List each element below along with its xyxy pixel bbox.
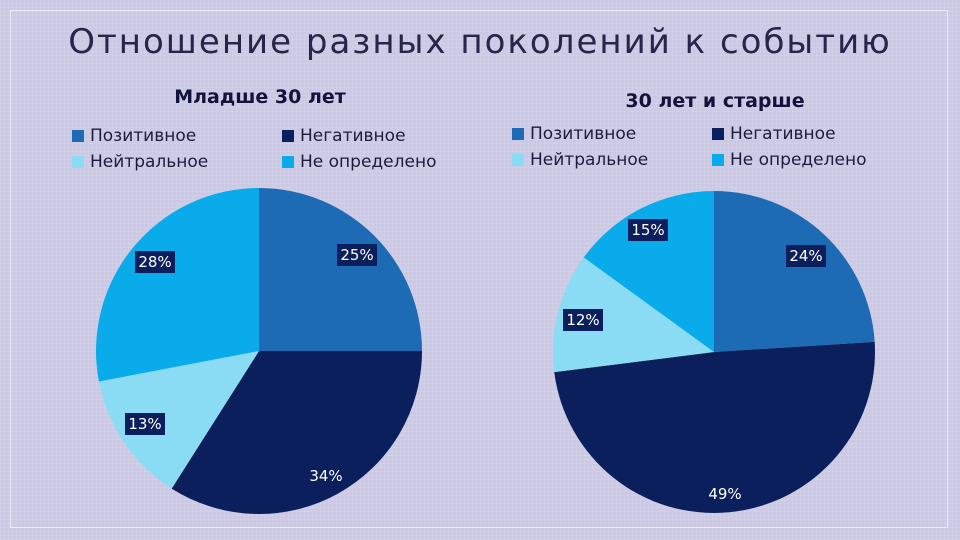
legend-swatch-positive [72,130,84,142]
data-label-bg [337,244,377,266]
data-label-bg [125,413,165,435]
legend-label: Не определено [300,152,437,172]
legend-swatch-negative [282,130,294,142]
legend-swatch-positive [512,128,524,140]
legend-item-neutral: Нейтральное [512,150,648,170]
pie-slice-undefined [96,188,259,382]
data-label-text: 12% [566,311,599,329]
legend-item-positive: Позитивное [512,124,636,144]
legend-item-positive: Позитивное [72,126,196,146]
legend-swatch-negative [712,128,724,140]
data-label-text: 24% [789,247,822,265]
legend-swatch-undefined [282,156,294,168]
pie-slice-negative [554,341,875,513]
pie-slice-neutral [553,257,714,373]
data-label-positive: 24% [786,245,826,267]
legend-swatch-neutral [72,156,84,168]
legend-item-undefined: Не определено [712,150,866,170]
legend-label: Позитивное [530,124,637,144]
data-label-undefined: 28% [135,251,175,273]
data-label-text: 13% [128,415,161,433]
legend-swatch-neutral [512,154,524,166]
data-label-bg [135,251,175,273]
slide-title: Отношение разных поколений к событию [68,22,892,62]
legend-label: Позитивное [90,126,197,146]
data-label-negative: 34% [306,465,346,487]
data-label-bg [563,309,603,331]
legend-label: Негативное [300,126,406,146]
data-label-positive: 25% [337,244,377,266]
data-label-bg [628,219,668,241]
legend-label: Негативное [730,124,836,144]
data-label-text: 34% [309,467,342,485]
legend-under-30: Позитивное Негативное Нейтральное Не опр… [72,122,492,172]
legend-item-undefined: Не определено [282,152,436,172]
legend-swatch-undefined [712,154,724,166]
data-label-undefined: 15% [628,219,668,241]
legend-30-and-over: Позитивное Негативное Нейтральное Не опр… [512,120,932,170]
data-label-neutral: 13% [125,413,165,435]
data-label-text: 25% [340,246,373,264]
legend-item-negative: Негативное [712,124,836,144]
data-label-bg [306,465,346,487]
legend-item-negative: Негативное [282,126,406,146]
legend-label: Не определено [730,150,867,170]
legend-label: Нейтральное [530,150,649,170]
data-label-bg [786,245,826,267]
pie-slice-positive [259,188,422,351]
pie-slice-positive [714,191,875,352]
data-label-neutral: 12% [563,309,603,331]
data-label-text: 49% [708,485,741,503]
chart-title-30-and-over: 30 лет и старше [625,90,805,112]
data-label-text: 15% [631,221,664,239]
chart-title-under-30: Младше 30 лет [174,86,346,108]
data-label-negative: 49% [705,483,745,505]
legend-item-neutral: Нейтральное [72,152,208,172]
pie-slice-undefined [583,191,714,352]
data-label-bg [705,483,745,505]
pie-slice-neutral [98,351,259,489]
legend-label: Нейтральное [90,152,209,172]
pie-slice-negative [171,351,422,515]
data-label-text: 28% [138,253,171,271]
